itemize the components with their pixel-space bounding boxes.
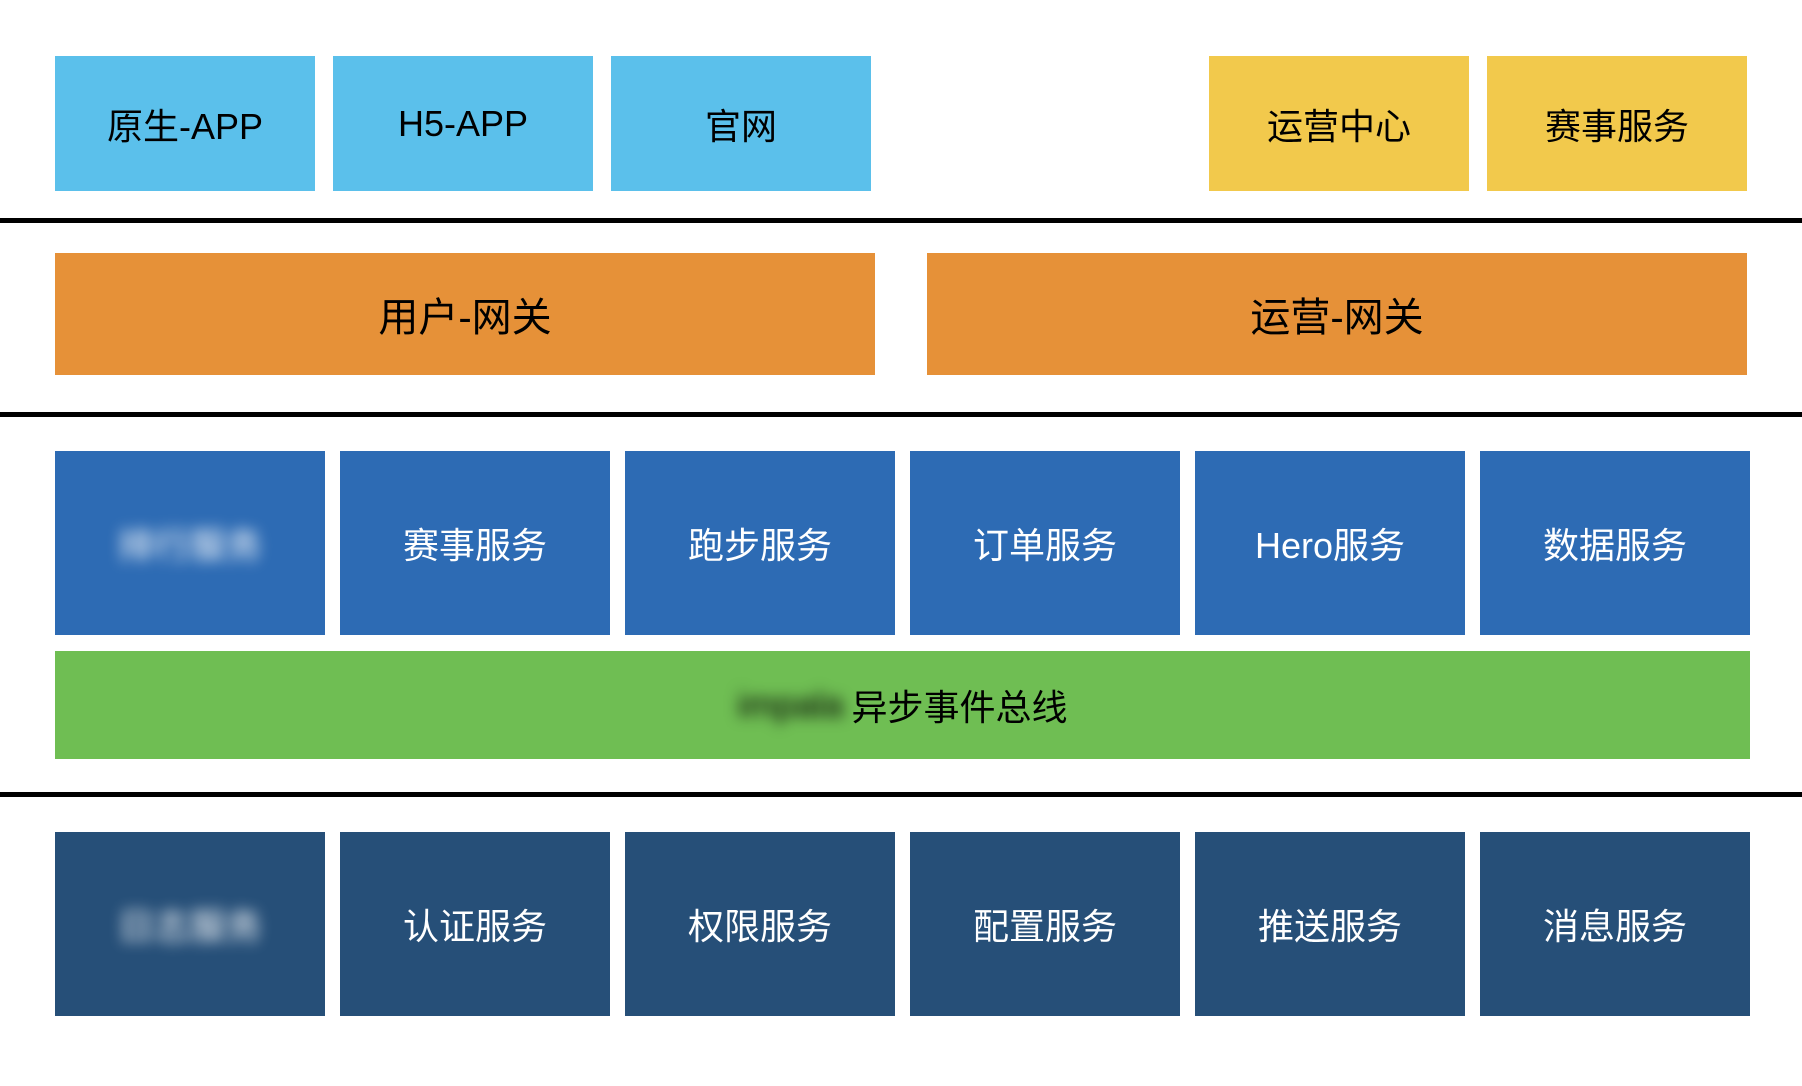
label: 订单服务 [973,517,1117,569]
box-infra-permission: 权限服务 [625,832,895,1016]
box-svc-running: 跑步服务 [625,451,895,635]
row-gateways: 用户-网关 运营-网关 [0,253,1802,375]
divider-3 [0,792,1802,797]
box-infra-message: 消息服务 [1480,832,1750,1016]
box-ops-center: 运营中心 [1209,56,1469,191]
box-svc-blurred-1: 排行服务 [55,451,325,635]
box-svc-hero: Hero服务 [1195,451,1465,635]
row-services: 排行服务 赛事服务 跑步服务 订单服务 Hero服务 数据服务 [0,451,1802,635]
label: Hero服务 [1255,517,1405,569]
label: 日志服务 [118,898,262,950]
box-infra-auth: 认证服务 [340,832,610,1016]
label: 运营中心 [1267,98,1411,150]
box-svc-order: 订单服务 [910,451,1180,635]
divider-2 [0,412,1802,417]
label: 运营-网关 [1250,285,1423,343]
label: 用户-网关 [378,285,551,343]
box-h5-app: H5-APP [333,56,593,191]
label: 消息服务 [1543,898,1687,950]
box-infra-blurred-1: 日志服务 [55,832,325,1016]
label: 赛事服务 [403,517,547,569]
box-website: 官网 [611,56,871,191]
box-native-app: 原生-APP [55,56,315,191]
box-event-service-client: 赛事服务 [1487,56,1747,191]
label: 认证服务 [403,898,547,950]
label: 配置服务 [973,898,1117,950]
label: 原生-APP [107,98,263,150]
box-user-gateway: 用户-网关 [55,253,875,375]
box-infra-config: 配置服务 [910,832,1180,1016]
row-event-bus: impala 异步事件总线 [0,651,1802,759]
label: 赛事服务 [1545,98,1689,150]
label: H5-APP [398,103,528,145]
label: 推送服务 [1258,898,1402,950]
box-infra-push: 推送服务 [1195,832,1465,1016]
label-prefix: impala [737,684,843,726]
row-infra-services: 日志服务 认证服务 权限服务 配置服务 推送服务 消息服务 [0,832,1802,1016]
box-svc-data: 数据服务 [1480,451,1750,635]
label: 官网 [705,98,777,150]
label: 数据服务 [1543,517,1687,569]
label: 跑步服务 [688,517,832,569]
label: 权限服务 [688,898,832,950]
divider-1 [0,218,1802,223]
label: 排行服务 [118,517,262,569]
box-svc-event: 赛事服务 [340,451,610,635]
architecture-diagram: 原生-APP H5-APP 官网 运营中心 赛事服务 用户-网关 运营-网关 [0,0,1802,1086]
label: 异步事件总线 [852,679,1068,731]
box-event-bus: impala 异步事件总线 [55,651,1750,759]
row-clients: 原生-APP H5-APP 官网 运营中心 赛事服务 [0,56,1802,191]
box-ops-gateway: 运营-网关 [927,253,1747,375]
